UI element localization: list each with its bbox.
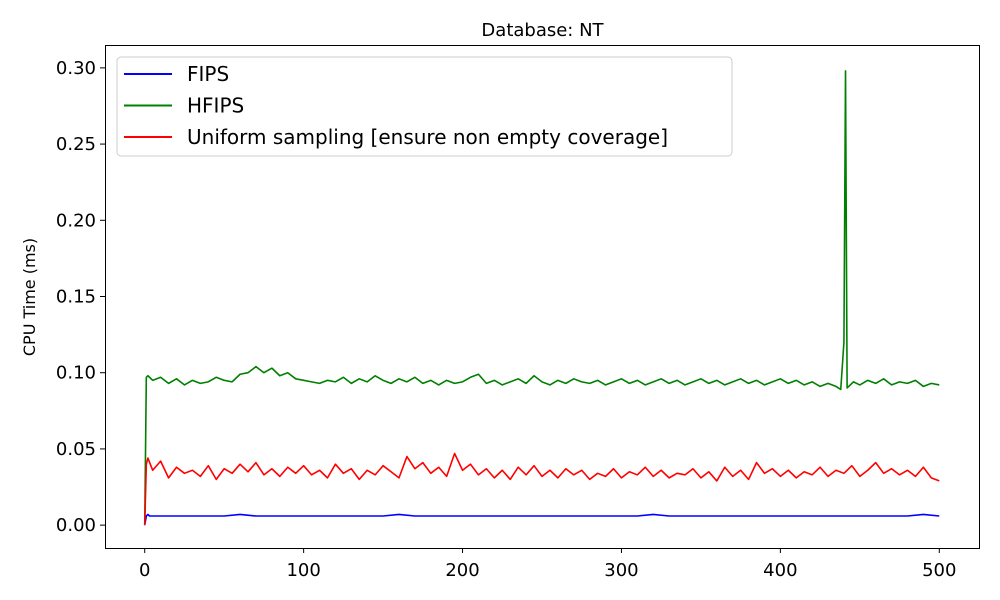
y-tick-label: 0.10 bbox=[56, 363, 96, 384]
x-tick-label: 400 bbox=[763, 560, 797, 581]
legend-label: FIPS bbox=[187, 62, 229, 86]
x-tick-label: 500 bbox=[922, 560, 956, 581]
y-tick-label: 0.20 bbox=[56, 210, 96, 231]
chart-title: Database: NT bbox=[481, 20, 604, 41]
y-tick-label: 0.00 bbox=[56, 515, 96, 536]
x-axis: 0 100 200 300 400 500 bbox=[139, 548, 956, 581]
legend-box bbox=[116, 56, 733, 157]
y-tick-label: 0.15 bbox=[56, 287, 96, 308]
x-tick-label: 200 bbox=[445, 560, 479, 581]
legend: FIPS HFIPS Uniform sampling [ensure non em… bbox=[116, 56, 733, 157]
x-tick-label: 0 bbox=[139, 560, 150, 581]
series-line-hfips bbox=[143, 70, 940, 526]
y-axis-label: CPU Time (ms) bbox=[20, 238, 39, 356]
series-layer bbox=[143, 70, 940, 526]
series-line-uniform bbox=[143, 452, 940, 526]
legend-label: Uniform sampling [ensure non empty cover… bbox=[187, 125, 668, 149]
legend-label: HFIPS bbox=[187, 94, 244, 118]
y-tick-label: 0.25 bbox=[56, 134, 96, 155]
x-tick-label: 300 bbox=[604, 560, 638, 581]
y-tick-label: 0.30 bbox=[56, 58, 96, 79]
series-line-fips bbox=[143, 513, 940, 526]
x-tick-label: 100 bbox=[286, 560, 320, 581]
y-tick-label: 0.05 bbox=[56, 439, 96, 460]
y-axis: 0.00 0.05 0.10 0.15 0.20 0.25 0.30 bbox=[56, 58, 105, 536]
